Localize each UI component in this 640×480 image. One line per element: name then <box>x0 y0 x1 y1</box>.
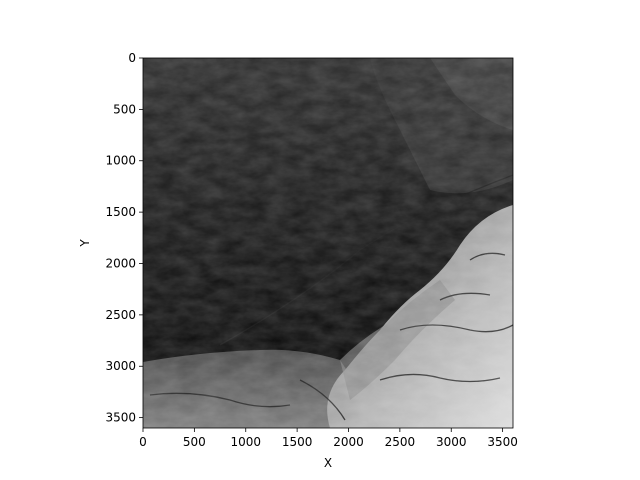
y-tick-label: 3500 <box>105 411 136 425</box>
y-axis-label: Y <box>78 239 92 248</box>
x-axis-label: X <box>324 456 332 470</box>
heatmap-image <box>143 58 513 428</box>
x-tick-label: 1500 <box>282 435 313 449</box>
x-tick-label: 3000 <box>436 435 467 449</box>
x-tick-label: 500 <box>183 435 206 449</box>
x-axis: 0 500 1000 1500 2000 2500 3000 3500 <box>139 428 518 449</box>
axes-frame <box>142 57 514 429</box>
x-tick-label: 3500 <box>487 435 518 449</box>
y-tick-label: 2000 <box>105 256 136 270</box>
x-tick-label: 2000 <box>333 435 364 449</box>
x-tick-label: 1000 <box>230 435 261 449</box>
y-tick-label: 1500 <box>105 205 136 219</box>
y-tick-label: 3000 <box>105 359 136 373</box>
y-tick-label: 2500 <box>105 308 136 322</box>
y-tick-label: 1000 <box>105 154 136 168</box>
y-axis: 0 500 1000 1500 2000 2500 3000 3500 <box>105 51 143 425</box>
y-tick-label: 500 <box>113 102 136 116</box>
y-tick-label: 0 <box>128 51 136 65</box>
x-tick-label: 0 <box>139 435 147 449</box>
x-tick-label: 2500 <box>385 435 416 449</box>
